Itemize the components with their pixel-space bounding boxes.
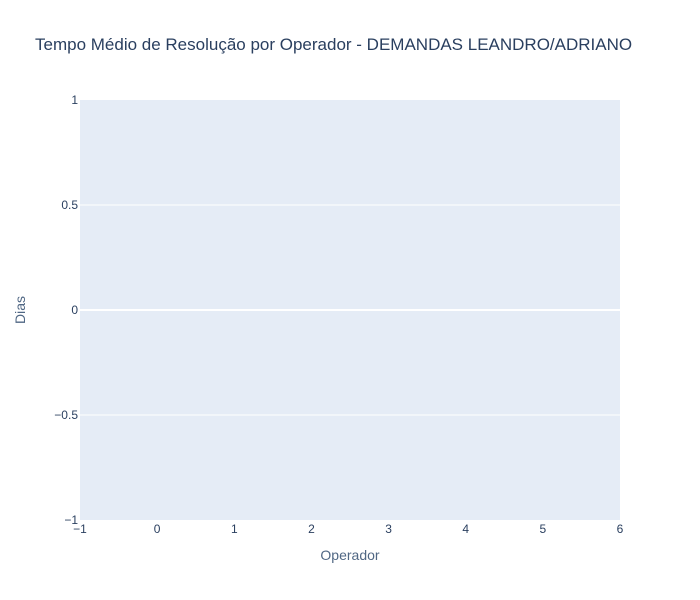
x-tick-label: 6	[617, 522, 624, 536]
y-tick-label: 0	[71, 303, 78, 317]
x-tick-label: 1	[231, 522, 238, 536]
x-axis-ticks: −1 0 1 2 3 4 5 6	[73, 522, 624, 536]
y-axis-title: Dias	[12, 296, 28, 324]
x-tick-label: 3	[385, 522, 392, 536]
x-tick-label: 4	[462, 522, 469, 536]
y-axis-ticks: −1 −0.5 0 0.5 1	[54, 93, 78, 527]
y-tick-label: −0.5	[54, 408, 78, 422]
y-tick-label: 0.5	[61, 198, 78, 212]
y-tick-label: 1	[71, 93, 78, 107]
grid-lines	[80, 204, 620, 416]
x-tick-label: 0	[154, 522, 161, 536]
y-tick-label: −1	[64, 513, 78, 527]
x-axis-title: Operador	[320, 547, 379, 563]
x-tick-label: −1	[73, 522, 87, 536]
chart-title: Tempo Médio de Resolução por Operador - …	[35, 35, 632, 54]
x-tick-label: 2	[308, 522, 315, 536]
x-tick-label: 5	[540, 522, 547, 536]
